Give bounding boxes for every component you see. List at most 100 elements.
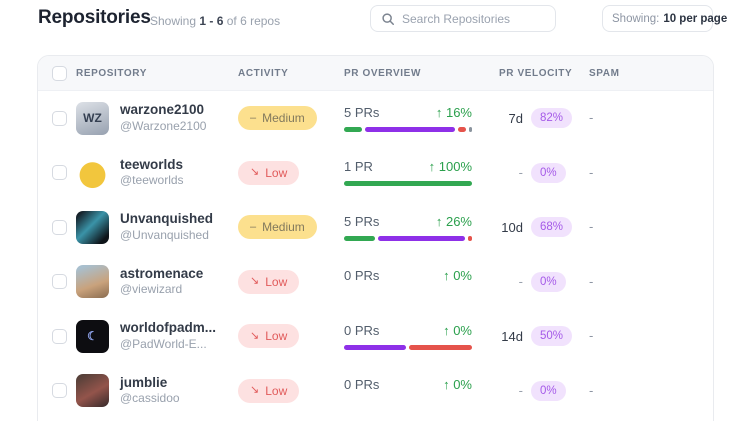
- repo-handle: @Unvanquished: [120, 227, 209, 242]
- showing-prefix: Showing: [150, 14, 197, 28]
- velocity-days: 10d: [501, 219, 523, 235]
- velocity-badge: 0%: [531, 380, 566, 401]
- activity-trend-icon: –: [250, 111, 257, 124]
- column-header-activity: Activity: [238, 67, 289, 79]
- repo-name[interactable]: worldofpadm...: [120, 320, 216, 336]
- column-header-pr-overview: PR Overview: [344, 67, 421, 79]
- repo-handle: @cassidoo: [120, 391, 180, 406]
- activity-label: Low: [265, 329, 288, 344]
- pr-count: 0 PRs: [344, 268, 380, 284]
- velocity-days: -: [518, 383, 523, 399]
- pr-trend: ↑ 0%: [443, 268, 472, 283]
- activity-label: Low: [265, 165, 288, 180]
- pr-velocity-cell: - 0%: [499, 162, 589, 183]
- velocity-badge: 82%: [531, 108, 573, 129]
- activity-badge: – Medium: [238, 106, 317, 131]
- pr-overview-cell: 0 PRs ↑ 0%: [344, 377, 472, 404]
- repo-cell[interactable]: WZ warzone2100 @Warzone2100: [76, 101, 238, 135]
- pr-velocity-cell: - 0%: [499, 271, 589, 292]
- repo-cell[interactable]: jumblie @cassidoo: [76, 374, 238, 408]
- spam-value: -: [589, 328, 594, 344]
- activity-label: Medium: [262, 220, 305, 235]
- velocity-badge: 68%: [531, 217, 573, 238]
- pr-trend: ↑ 100%: [429, 159, 472, 174]
- activity-trend-icon: ↘: [250, 329, 260, 342]
- table-row: jumblie @cassidoo ↘ Low 0 PRs ↑ 0% - 0% …: [38, 363, 713, 418]
- pr-count: 5 PRs: [344, 104, 380, 120]
- repo-handle: @PadWorld-E...: [120, 336, 207, 351]
- pr-overview-cell: 5 PRs ↑ 16%: [344, 105, 472, 132]
- pr-trend: ↑ 0%: [443, 323, 472, 338]
- repo-avatar: [76, 265, 109, 299]
- column-header-repository: Repository: [76, 67, 148, 79]
- row-checkbox[interactable]: [52, 219, 67, 235]
- activity-badge: ↘ Low: [238, 269, 300, 294]
- search-input[interactable]: [402, 11, 557, 26]
- repo-handle: @teeworlds: [120, 173, 184, 188]
- repo-handle: @viewizard: [120, 282, 183, 297]
- spam-value: -: [589, 219, 594, 235]
- activity-label: Low: [265, 383, 288, 398]
- trend-value: 0%: [453, 322, 472, 338]
- activity-badge: ↘ Low: [238, 324, 300, 349]
- spam-value: -: [589, 273, 594, 289]
- table-row: teeworlds @teeworlds ↘ Low 1 PR ↑ 100% -…: [38, 145, 713, 200]
- repo-name[interactable]: teeworlds: [120, 156, 184, 172]
- trend-value: 16%: [445, 104, 472, 120]
- repo-cell[interactable]: Unvanquished @Unvanquished: [76, 210, 238, 244]
- trend-value: 26%: [445, 213, 472, 229]
- row-checkbox[interactable]: [52, 383, 67, 399]
- activity-badge: ↘ Low: [238, 378, 300, 403]
- row-checkbox[interactable]: [52, 274, 67, 290]
- repo-cell[interactable]: teeworlds @teeworlds: [76, 156, 238, 190]
- page-title: Repositories: [38, 7, 151, 28]
- pr-count: 0 PRs: [344, 322, 380, 338]
- select-all-checkbox[interactable]: [52, 65, 67, 81]
- repositories-table: Repository Activity PR Overview PR Veloc…: [37, 55, 714, 421]
- velocity-days: 14d: [501, 328, 523, 344]
- table-row: ☾ worldofpadm... @PadWorld-E... ↘ Low 0 …: [38, 309, 713, 364]
- trend-up-icon: ↑: [443, 377, 450, 393]
- pr-velocity-cell: 14d 50%: [499, 326, 589, 347]
- pr-count: 1 PR: [344, 159, 373, 175]
- activity-trend-icon: ↘: [250, 166, 260, 179]
- pr-overview-cell: 1 PR ↑ 100%: [344, 159, 472, 187]
- showing-count: Showing 1 - 6 of 6 repos: [150, 14, 280, 28]
- repo-name[interactable]: jumblie: [120, 374, 168, 390]
- pr-velocity-cell: - 0%: [499, 380, 589, 401]
- repo-name[interactable]: astromenace: [120, 265, 204, 281]
- row-checkbox[interactable]: [52, 328, 67, 344]
- pr-overview-cell: 5 PRs ↑ 26%: [344, 214, 472, 241]
- table-body: WZ warzone2100 @Warzone2100 – Medium 5 P…: [38, 91, 713, 418]
- table-header-row: Repository Activity PR Overview PR Veloc…: [38, 56, 713, 91]
- velocity-days: -: [518, 274, 523, 290]
- search-box[interactable]: [370, 5, 557, 32]
- activity-badge: – Medium: [238, 215, 317, 240]
- activity-trend-icon: –: [250, 220, 257, 233]
- repo-cell[interactable]: astromenace @viewizard: [76, 265, 238, 299]
- pr-bar: [344, 126, 472, 132]
- column-header-pr-velocity: PR Velocity: [499, 67, 573, 79]
- pr-bar: [344, 181, 472, 187]
- trend-value: 0%: [453, 377, 472, 393]
- pr-velocity-cell: 7d 82%: [499, 108, 589, 129]
- table-row: Unvanquished @Unvanquished – Medium 5 PR…: [38, 200, 713, 255]
- pr-bar: [344, 235, 472, 241]
- trend-up-icon: ↑: [443, 322, 450, 338]
- spam-value: -: [589, 164, 594, 180]
- pr-count: 5 PRs: [344, 213, 380, 229]
- per-page-select[interactable]: Showing: 10 per page: [602, 5, 727, 32]
- row-checkbox[interactable]: [52, 165, 67, 181]
- spam-value: -: [589, 382, 594, 398]
- repo-handle: @Warzone2100: [120, 118, 207, 133]
- pr-bar: [344, 344, 472, 350]
- row-checkbox[interactable]: [52, 110, 67, 126]
- pr-trend: ↑ 16%: [436, 105, 472, 120]
- showing-range: 1 - 6: [199, 14, 224, 28]
- pr-count: 0 PRs: [344, 377, 380, 393]
- repo-cell[interactable]: ☾ worldofpadm... @PadWorld-E...: [76, 319, 238, 353]
- repo-name[interactable]: Unvanquished: [120, 211, 214, 227]
- pr-trend: ↑ 26%: [436, 214, 472, 229]
- repo-name[interactable]: warzone2100: [120, 102, 205, 118]
- pr-overview-cell: 0 PRs ↑ 0%: [344, 268, 472, 295]
